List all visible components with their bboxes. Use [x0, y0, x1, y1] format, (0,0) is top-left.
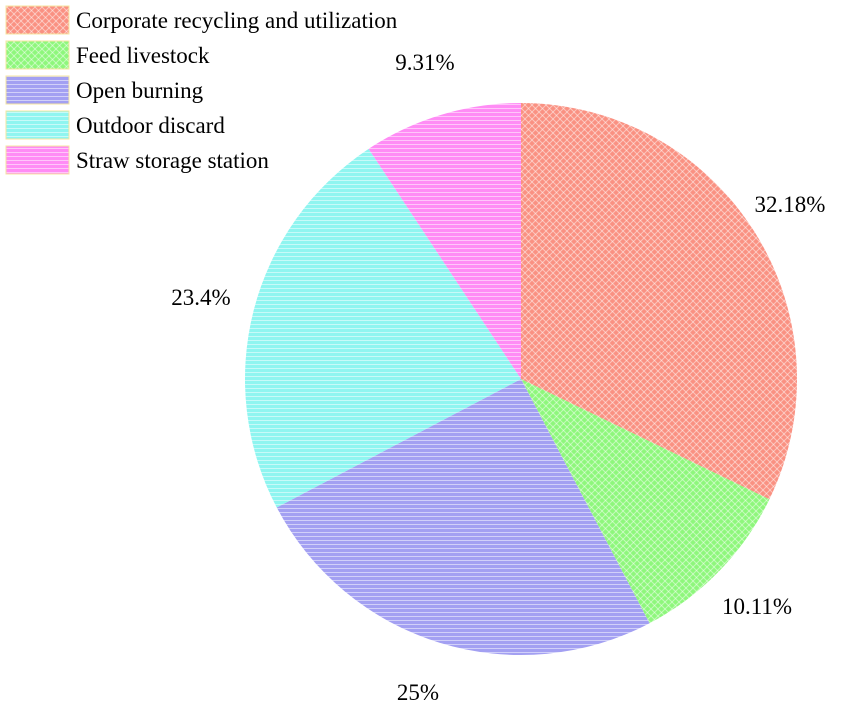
legend-label: Straw storage station [76, 148, 269, 173]
legend-label: Outdoor discard [76, 113, 225, 138]
legend-label: Corporate recycling and utilization [76, 8, 398, 33]
pie-slices [244, 103, 797, 655]
pie-slice-straw-storage-station [368, 103, 521, 379]
pie-slice-outdoor-discard [244, 148, 521, 508]
legend-label: Feed livestock [76, 43, 210, 68]
slice-value-label: 23.4% [171, 285, 230, 310]
slice-value-label: 32.18% [755, 192, 826, 217]
legend-swatch [5, 5, 70, 35]
slice-labels: 32.18% 10.11% 25% 23.4% 9.31% [171, 50, 825, 705]
slice-value-label: 25% [397, 680, 439, 705]
slice-value-label: 9.31% [395, 50, 454, 75]
legend-swatch [5, 40, 70, 70]
legend-swatch [5, 75, 70, 105]
legend-swatch [5, 145, 70, 175]
legend-swatch [5, 110, 70, 140]
pie-slice-feed-livestock [521, 379, 770, 624]
pie-slice-open-burning [276, 379, 650, 655]
legend: Corporate recycling and utilization Feed … [5, 5, 398, 175]
pie-slice-corporate-recycling-and-utilization [521, 103, 797, 500]
legend-label: Open burning [76, 78, 204, 103]
slice-value-label: 10.11% [722, 594, 792, 619]
